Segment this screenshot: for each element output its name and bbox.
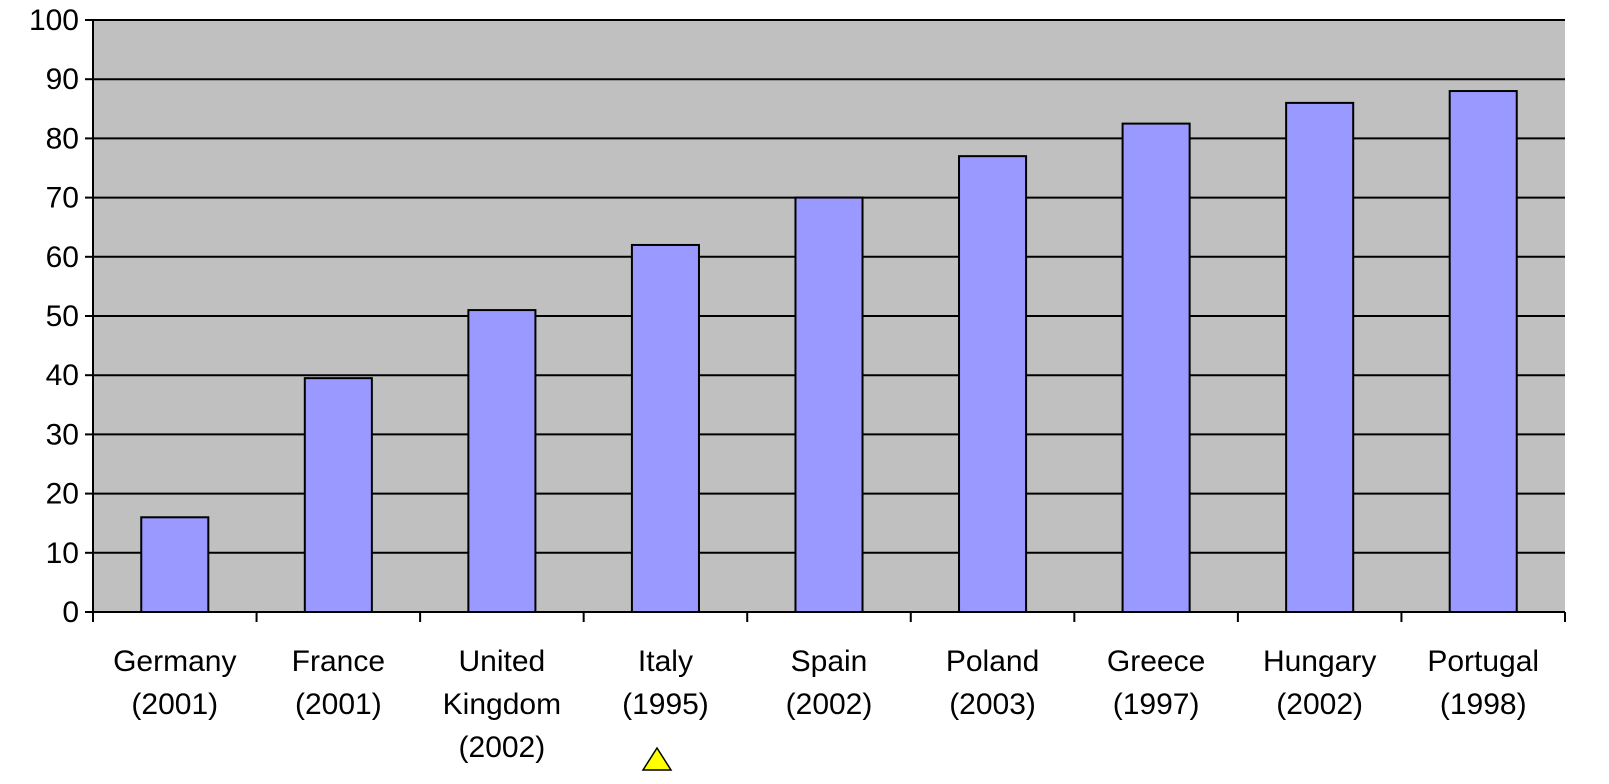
x-category-label: United Kingdom (2002) bbox=[443, 645, 561, 764]
x-category-label: Portugal (1998) bbox=[1427, 645, 1539, 721]
y-tick-label: 10 bbox=[46, 537, 79, 570]
y-tick-label: 50 bbox=[46, 300, 79, 333]
cursor-marker-icon bbox=[641, 746, 673, 771]
y-tick-label: 80 bbox=[46, 122, 79, 155]
bar bbox=[467, 309, 537, 613]
y-tick-label: 20 bbox=[46, 478, 79, 511]
y-tick-label: 70 bbox=[46, 182, 79, 215]
bars bbox=[140, 90, 1518, 614]
bar bbox=[1448, 90, 1518, 614]
x-category-label: Italy (1995) bbox=[622, 645, 709, 721]
y-tick-label: 90 bbox=[46, 63, 79, 96]
axes bbox=[85, 19, 1566, 622]
bar bbox=[958, 155, 1028, 613]
bar bbox=[140, 516, 210, 614]
y-tick-label: 0 bbox=[62, 596, 79, 629]
bar bbox=[630, 243, 700, 614]
y-axis-tick-labels: 0 10 20 30 40 50 60 70 80 90 100 bbox=[29, 4, 79, 629]
y-tick-label: 40 bbox=[46, 359, 79, 392]
x-axis-category-labels: Germany (2001) France (2001) United Kingdom (2… bbox=[113, 645, 1539, 764]
bar bbox=[794, 196, 864, 613]
x-category-label: Spain (2002) bbox=[786, 645, 873, 721]
bar bbox=[1121, 122, 1191, 613]
y-tick-label: 100 bbox=[29, 4, 79, 37]
y-tick-label: 60 bbox=[46, 241, 79, 274]
x-category-label: Poland (2003) bbox=[946, 645, 1039, 721]
x-category-label: Germany (2001) bbox=[113, 645, 236, 721]
x-category-label: Hungary (2002) bbox=[1263, 645, 1376, 721]
bar bbox=[303, 377, 373, 613]
bar bbox=[1285, 101, 1355, 613]
x-category-label: France (2001) bbox=[292, 645, 385, 721]
y-tick-label: 30 bbox=[46, 418, 79, 451]
x-category-label: Greece (1997) bbox=[1107, 645, 1205, 721]
